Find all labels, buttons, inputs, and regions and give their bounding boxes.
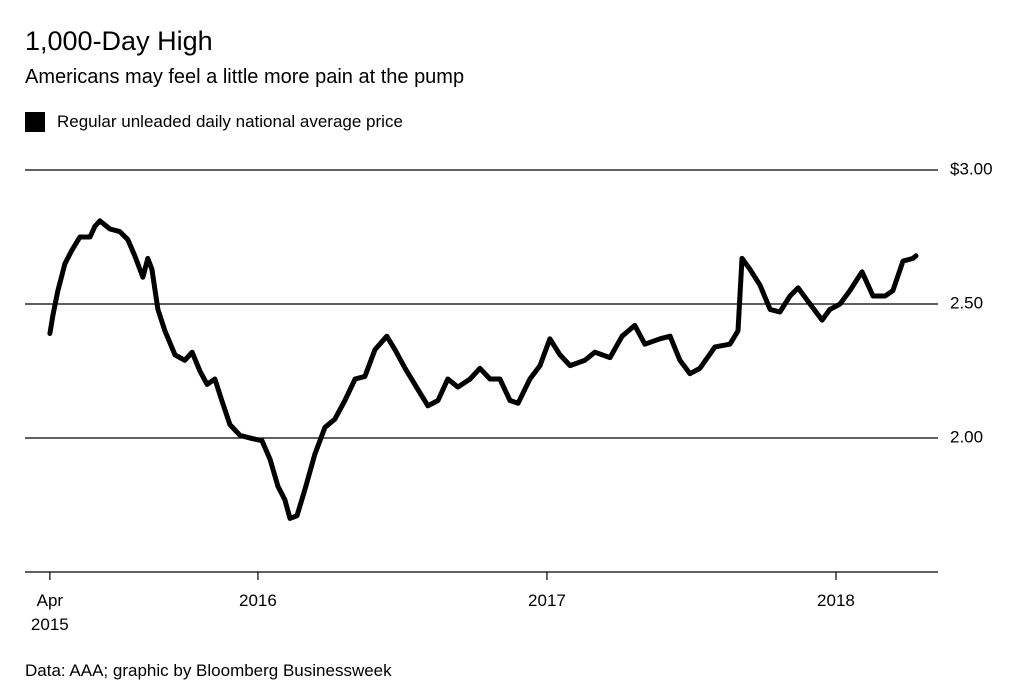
legend: Regular unleaded daily national average … <box>25 112 403 132</box>
line-series <box>47 218 919 521</box>
source-note: Data: AAA; graphic by Bloomberg Business… <box>25 661 392 680</box>
chart-title: 1,000-Day High <box>25 26 213 56</box>
chart-subtitle: Americans may feel a little more pain at… <box>25 66 465 88</box>
x-tick-label: 2017 <box>528 591 566 610</box>
legend-swatch <box>25 112 45 132</box>
y-tick-label: 2.50 <box>950 293 983 312</box>
x-tick-label: 2016 <box>239 591 277 610</box>
y-tick-label: 2.00 <box>950 427 983 446</box>
x-tick-label: Apr 2015 <box>30 591 69 634</box>
x-tick-label: 2018 <box>817 591 855 610</box>
y-tick-label: $3.00 <box>950 159 993 178</box>
legend-label: Regular unleaded daily national average … <box>57 112 403 131</box>
